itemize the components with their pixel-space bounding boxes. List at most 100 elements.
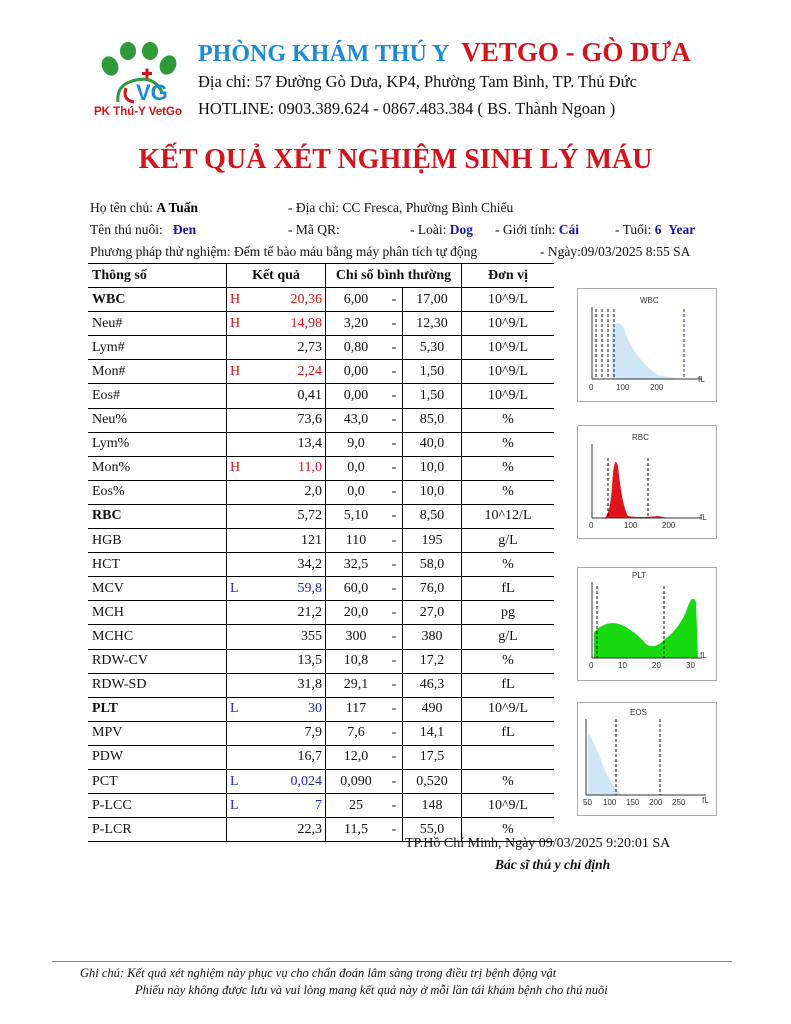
- result-value: 22,3: [248, 817, 326, 843]
- eos-histogram-title: EOS: [630, 708, 647, 717]
- wbc-histogram: WBC 0 100 200 fL: [577, 288, 717, 402]
- flag: [226, 673, 248, 698]
- unit: 10^9/L: [461, 793, 554, 819]
- result-value: 5,72: [248, 504, 326, 530]
- unit: fL: [461, 576, 554, 602]
- normal-low: 0,0: [325, 480, 386, 505]
- normal-low: 0,0: [325, 456, 386, 481]
- clinic-logo: VG: [101, 42, 177, 105]
- result-value: 121: [248, 528, 326, 554]
- method-line: Phương pháp thử nghiệm: Đếm tế bào máu b…: [90, 244, 477, 260]
- range-dash: -: [386, 697, 403, 722]
- normal-high: 1,50: [402, 359, 462, 385]
- normal-high: 17,00: [402, 287, 462, 313]
- unit: [461, 745, 554, 770]
- unit: %: [461, 769, 554, 795]
- unit: 10^9/L: [461, 383, 554, 409]
- rbc-histogram: RBC 0 100 200 fL: [577, 425, 717, 539]
- flag: [226, 383, 248, 409]
- address-value: CC Fresca, Phường Bình Chiểu: [342, 200, 514, 215]
- param-name: Eos%: [88, 480, 227, 505]
- normal-low: 60,0: [325, 576, 386, 602]
- normal-low: 300: [325, 624, 386, 650]
- normal-high: 5,30: [402, 335, 462, 361]
- result-value: 30: [248, 697, 326, 722]
- result-value: 34,2: [248, 552, 326, 578]
- param-name: Neu%: [88, 408, 227, 433]
- table-row: PCT L 0,024 0,090-0,520%: [88, 769, 554, 795]
- header-param: Thông số: [88, 262, 227, 289]
- flag: [226, 600, 248, 626]
- rbc-distribution: [604, 461, 668, 518]
- flag: [226, 432, 248, 457]
- range-dash: -: [386, 817, 403, 843]
- result-value: 31,8: [248, 673, 326, 698]
- eos-tick-50: 50: [583, 798, 592, 807]
- footer-note-1: Ghi chú: Kết quả xét nghiệm này phục vụ …: [80, 966, 557, 980]
- flag: H: [226, 456, 248, 481]
- flag: H: [226, 287, 248, 313]
- range-dash: -: [386, 287, 403, 313]
- normal-high: 58,0: [402, 552, 462, 578]
- rbc-unit: fL: [700, 513, 707, 522]
- plt-distribution: [594, 598, 698, 658]
- normal-low: 117: [325, 697, 386, 722]
- unit: %: [461, 649, 554, 674]
- normal-high: 46,3: [402, 673, 462, 698]
- clinic-hotline: HOTLINE: 0903.389.624 - 0867.483.384 ( B…: [198, 99, 616, 118]
- clinic-address: Địa chỉ: 57 Đường Gò Dưa, KP4, Phường Ta…: [198, 72, 637, 91]
- range-dash: -: [386, 311, 403, 337]
- unit: 10^9/L: [461, 359, 554, 385]
- rbc-tick-100: 100: [624, 521, 638, 530]
- result-value: 59,8: [248, 576, 326, 602]
- param-name: MCH: [88, 600, 227, 626]
- unit: %: [461, 480, 554, 505]
- age-unit: Year: [668, 222, 696, 237]
- unit: fL: [461, 721, 554, 746]
- age-label: - Tuổi:: [615, 222, 652, 237]
- param-name: Mon#: [88, 359, 227, 385]
- range-dash: -: [386, 432, 403, 457]
- table-row: MCH 21,2 20,0-27,0 pg: [88, 600, 554, 626]
- table-row: PLT L 30 117-490 10^9/L: [88, 697, 554, 722]
- flag: [226, 817, 248, 843]
- param-name: P-LCR: [88, 817, 227, 843]
- range-dash: -: [386, 456, 403, 481]
- flag: [226, 624, 248, 650]
- plt-unit: fL: [700, 651, 707, 660]
- result-value: 2,0: [248, 480, 326, 505]
- address-label: - Địa chỉ:: [288, 200, 339, 215]
- result-value: 2,73: [248, 335, 326, 361]
- logo-caption: PK Thú-Y VetGo: [94, 106, 182, 118]
- range-dash: -: [386, 745, 403, 770]
- table-row: P-LCR 22,3 11,5-55,0%: [88, 817, 554, 843]
- species-label: - Loài:: [410, 222, 447, 237]
- normal-low: 0,00: [325, 359, 386, 385]
- unit: 10^9/L: [461, 697, 554, 722]
- eos-tick-250: 250: [672, 798, 686, 807]
- age-line: - Tuổi: 6 Year: [615, 222, 695, 238]
- result-value: 13,4: [248, 432, 326, 457]
- normal-low: 7,6: [325, 721, 386, 746]
- param-name: WBC: [88, 287, 227, 313]
- param-name: RDW-SD: [88, 673, 227, 698]
- owner-label: Họ tên chủ:: [90, 200, 153, 215]
- result-value: 2,24: [248, 359, 326, 385]
- param-name: Lym#: [88, 335, 227, 361]
- method-value: Đếm tế bào máu bằng máy phân tích tự độn…: [234, 244, 478, 259]
- eos-tick-100: 100: [603, 798, 617, 807]
- normal-high: 12,30: [402, 311, 462, 337]
- wbc-tick-0: 0: [589, 383, 594, 392]
- clinic-title-part1: PHÒNG KHÁM THÚ Y: [198, 41, 450, 67]
- unit: 10^9/L: [461, 335, 554, 361]
- eos-tick-150: 150: [626, 798, 640, 807]
- document-title: KẾT QUẢ XÉT NGHIỆM SINH LÝ MÁU: [138, 144, 653, 175]
- header-result: Kết quả: [226, 262, 326, 289]
- result-value: 13,5: [248, 649, 326, 674]
- wbc-distribution: [612, 323, 678, 379]
- result-value: 0,024: [248, 769, 326, 795]
- unit: 10^9/L: [461, 287, 554, 313]
- plt-tick-10: 10: [618, 661, 627, 670]
- sex-line: - Giới tính: Cái: [495, 222, 579, 238]
- normal-low: 0,00: [325, 383, 386, 409]
